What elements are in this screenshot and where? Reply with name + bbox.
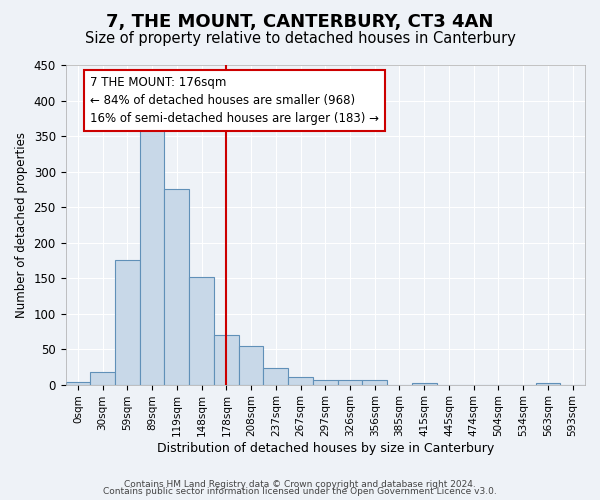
Bar	[362, 380, 387, 384]
Text: Contains public sector information licensed under the Open Government Licence v3: Contains public sector information licen…	[103, 487, 497, 496]
Bar	[263, 368, 288, 384]
X-axis label: Distribution of detached houses by size in Canterbury: Distribution of detached houses by size …	[157, 442, 494, 455]
Text: 7 THE MOUNT: 176sqm
← 84% of detached houses are smaller (968)
16% of semi-detac: 7 THE MOUNT: 176sqm ← 84% of detached ho…	[90, 76, 379, 124]
Y-axis label: Number of detached properties: Number of detached properties	[15, 132, 28, 318]
Bar	[164, 190, 189, 384]
Bar	[338, 380, 362, 384]
Bar	[214, 335, 239, 384]
Bar	[189, 278, 214, 384]
Bar	[65, 382, 90, 384]
Bar	[90, 372, 115, 384]
Text: Size of property relative to detached houses in Canterbury: Size of property relative to detached ho…	[85, 32, 515, 46]
Bar	[313, 380, 338, 384]
Text: Contains HM Land Registry data © Crown copyright and database right 2024.: Contains HM Land Registry data © Crown c…	[124, 480, 476, 489]
Bar	[288, 378, 313, 384]
Bar	[239, 346, 263, 385]
Bar	[412, 383, 437, 384]
Bar	[140, 127, 164, 384]
Bar	[115, 260, 140, 384]
Bar	[536, 383, 560, 384]
Text: 7, THE MOUNT, CANTERBURY, CT3 4AN: 7, THE MOUNT, CANTERBURY, CT3 4AN	[106, 12, 494, 30]
